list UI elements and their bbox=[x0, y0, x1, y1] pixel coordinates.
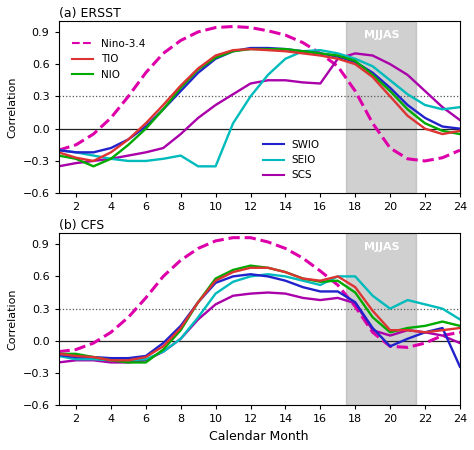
Bar bbox=[346, 21, 416, 193]
Text: (b) CFS: (b) CFS bbox=[58, 219, 104, 232]
Y-axis label: Correlation: Correlation bbox=[7, 76, 17, 138]
Y-axis label: Correlation: Correlation bbox=[7, 288, 17, 350]
Text: MJJAS: MJJAS bbox=[364, 30, 399, 40]
X-axis label: Calendar Month: Calendar Month bbox=[210, 430, 309, 443]
Bar bbox=[346, 234, 416, 405]
Text: MJJAS: MJJAS bbox=[364, 242, 399, 252]
Text: (a) ERSST: (a) ERSST bbox=[58, 7, 120, 20]
Legend: SWIO, SEIO, SCS: SWIO, SEIO, SCS bbox=[258, 136, 324, 184]
